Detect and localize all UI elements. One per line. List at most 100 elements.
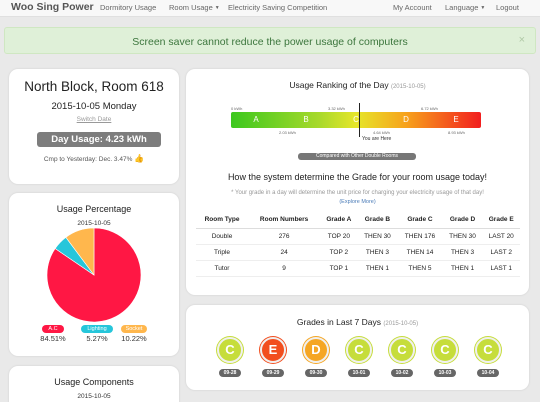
nav-dormitory-usage[interactable]: Dormitory Usage: [100, 3, 157, 12]
legend-lighting-pill: Lighting: [81, 325, 113, 333]
nav-saving-competition[interactable]: Electricity Saving Competition: [228, 3, 328, 12]
ranking-date: (2015-10-05): [390, 84, 426, 90]
grade-circle-icon: D: [303, 337, 329, 363]
grade-rule-note: * Your grade in a day will determine the…: [231, 190, 484, 196]
table-cell: TOP 20: [320, 228, 358, 245]
alert-message: Screen saver cannot reduce the power usa…: [132, 36, 408, 48]
nav-room-usage[interactable]: Room Usage ▼: [169, 3, 220, 12]
grade-circle-icon: C: [475, 337, 501, 363]
column-header: Grade D: [442, 214, 483, 229]
grade-rule-table: Room Type Room Numbers Grade A Grade B G…: [196, 214, 520, 277]
ranking-card: Usage Ranking of the Day (2015-10-05) 0 …: [186, 69, 529, 295]
compare-yesterday: Cmp to Yesterday: Dec. 3.47% 👍: [9, 154, 179, 163]
grade-circle-icon: E: [260, 337, 286, 363]
grade-label: A: [253, 115, 259, 124]
current-position-marker: [359, 103, 360, 137]
room-title: North Block, Room 618: [24, 79, 164, 94]
usage-components-card: Usage Components 2015-10-05: [9, 366, 179, 402]
room-summary-card: North Block, Room 618 2015-10-05 Monday …: [9, 69, 179, 184]
last-7-days-date: (2015-10-05): [383, 321, 419, 327]
table-row: Triple 24 TOP 2 THEN 3 THEN 14 THEN 3 LA…: [196, 244, 520, 261]
last-7-days-title: Grades in Last 7 Days (2015-10-05): [186, 317, 529, 327]
scale-bottom-label: 2.03 kWh: [279, 130, 296, 135]
table-cell: TOP 1: [320, 260, 358, 277]
usage-percentage-title: Usage Percentage: [56, 204, 132, 214]
last-7-days-title-text: Grades in Last 7 Days: [296, 317, 382, 327]
table-cell: TOP 2: [320, 244, 358, 261]
scale-bottom-label: 4.64 kWh: [373, 130, 390, 135]
pie-legend: A.C 84.51% Lighting 5.27% Socket 10.22%: [9, 325, 179, 345]
nav-logout[interactable]: Logout: [496, 3, 519, 12]
grade-gradient-bar: [231, 112, 481, 128]
table-cell: THEN 1: [357, 260, 398, 277]
day-date-pill: 10-01: [348, 369, 370, 377]
last-7-days-card: Grades in Last 7 Days (2015-10-05) C 09-2…: [186, 305, 529, 390]
table-row: Double 276 TOP 20 THEN 30 THEN 176 THEN …: [196, 228, 520, 245]
close-icon[interactable]: ×: [518, 34, 525, 46]
grade-label: B: [303, 115, 309, 124]
usage-components-date: 2015-10-05: [77, 393, 111, 400]
usage-percentage-card: Usage Percentage 2015-10-05 A.C 84.51% L…: [9, 193, 179, 356]
switch-date-link[interactable]: Switch Date: [76, 116, 112, 123]
grade-scale: 0 kWh 3.32 kWh 6.72 kWh A B C D E 2.03 k…: [231, 103, 481, 146]
ranking-title-text: Usage Ranking of the Day: [289, 80, 389, 90]
grade-circle-icon: C: [346, 337, 372, 363]
table-cell: 276: [248, 228, 321, 245]
grade-circle-icon: C: [432, 337, 458, 363]
usage-components-title: Usage Components: [54, 377, 134, 387]
column-header: Grade B: [357, 214, 398, 229]
top-navbar: Woo Sing Power Dormitory Usage Room Usag…: [0, 0, 540, 17]
chevron-down-icon: ▼: [214, 5, 220, 12]
scale-top-label: 0 kWh: [231, 106, 243, 111]
you-are-here-label: You are Here: [362, 136, 392, 142]
day-date-pill: 10-03: [434, 369, 456, 377]
chevron-down-icon: ▼: [480, 5, 486, 12]
table-cell: THEN 3: [357, 244, 398, 261]
compare-text: Cmp to Yesterday: Dec. 3.47%: [43, 156, 133, 163]
table-cell: THEN 14: [397, 244, 443, 261]
pie-slice-socket: [65, 227, 95, 276]
brand-logo[interactable]: Woo Sing Power: [11, 1, 94, 13]
table-cell: LAST 20: [482, 228, 520, 245]
table-cell: LAST 2: [482, 244, 520, 261]
table-row: Tutor 9 TOP 1 THEN 1 THEN 5 THEN 1 LAST …: [196, 260, 520, 277]
legend-lighting-value: 5.27%: [86, 334, 108, 343]
thumbs-up-icon: 👍: [134, 154, 145, 163]
scale-bottom-label: 8.93 kWh: [448, 130, 465, 135]
grade-label: E: [453, 115, 459, 124]
table-cell: Triple: [196, 244, 249, 261]
day-date-pill: 10-04: [477, 369, 499, 377]
legend-socket-pill: Socket: [121, 325, 147, 333]
column-header: Room Type: [196, 214, 249, 229]
table-cell: THEN 3: [442, 244, 483, 261]
explore-more-link[interactable]: (Explore More): [339, 199, 376, 205]
table-cell: THEN 5: [397, 260, 443, 277]
column-header: Grade C: [397, 214, 443, 229]
column-header: Grade E: [482, 214, 520, 229]
table-cell: THEN 30: [357, 228, 398, 245]
compared-rooms-button[interactable]: Compared with Other Double Rooms: [298, 153, 416, 160]
nav-language[interactable]: Language ▼: [445, 3, 486, 12]
column-header: Grade A: [320, 214, 358, 229]
room-date: 2015-10-05 Monday: [51, 101, 137, 112]
scale-top-label: 6.72 kWh: [421, 106, 438, 111]
nav-my-account[interactable]: My Account: [393, 3, 432, 12]
day-usage-badge: Day Usage: 4.23 kWh: [37, 132, 161, 147]
column-header: Room Numbers: [248, 214, 321, 229]
table-cell: Tutor: [196, 260, 249, 277]
tip-alert: Screen saver cannot reduce the power usa…: [4, 27, 536, 54]
day-date-pill: 09-29: [262, 369, 284, 377]
table-cell: THEN 176: [397, 228, 443, 245]
table-cell: THEN 1: [442, 260, 483, 277]
table-cell: LAST 1: [482, 260, 520, 277]
grade-label: D: [403, 115, 409, 124]
usage-percentage-date: 2015-10-05: [77, 220, 111, 227]
day-date-pill: 09-30: [305, 369, 327, 377]
grade-rule-title: How the system determine the Grade for y…: [227, 172, 488, 182]
legend-ac-pill: A.C: [42, 325, 64, 333]
table-cell: Double: [196, 228, 249, 245]
grade-circle-icon: C: [389, 337, 415, 363]
grade-label: C: [353, 115, 359, 124]
table-cell: 9: [248, 260, 321, 277]
ranking-title: Usage Ranking of the Day (2015-10-05): [186, 80, 529, 90]
